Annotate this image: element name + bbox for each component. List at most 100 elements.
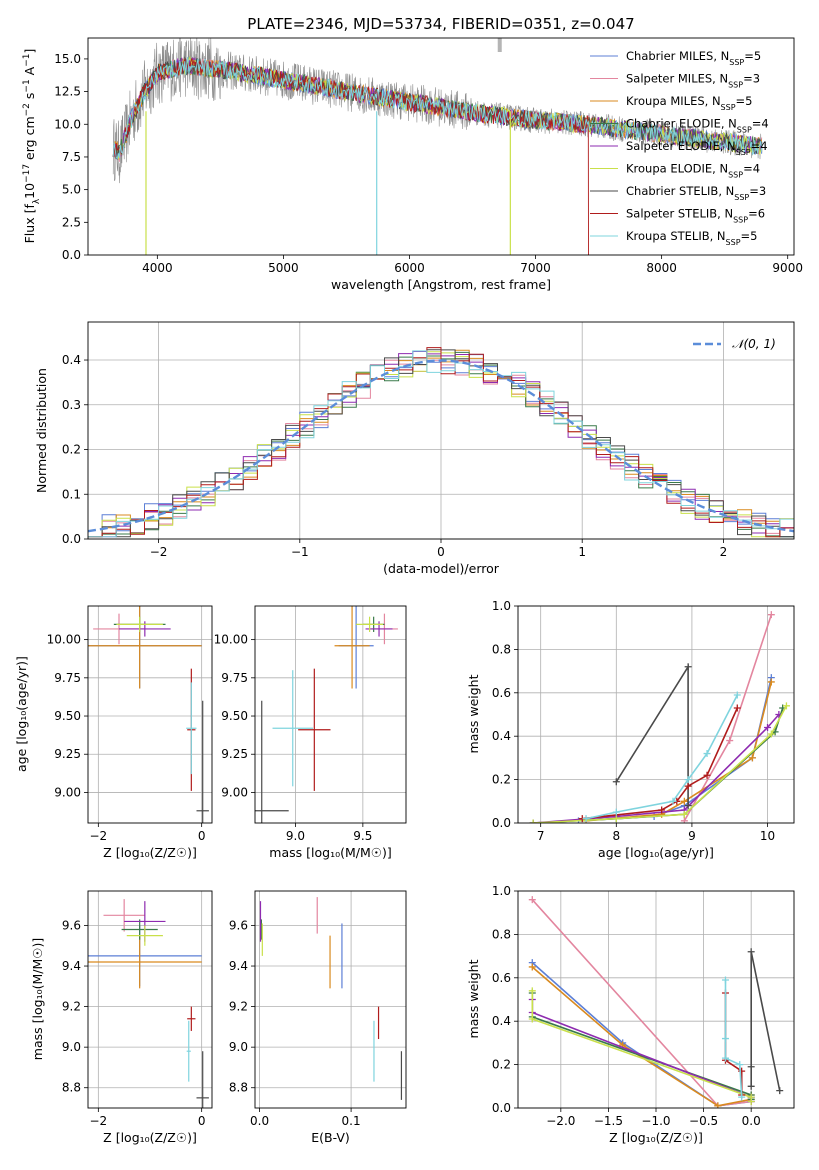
spectrum-xtick-label-5: 9000 — [772, 261, 803, 275]
wAge-marker-7-4 — [703, 771, 711, 779]
wAge-xlabel: age [log₁₀(age/yr)] — [598, 845, 714, 860]
wAge-xtick-label-3: 10 — [760, 829, 775, 843]
wAge-ytick-label-5: 1.0 — [492, 599, 511, 613]
wAge-marker-7-5 — [733, 704, 741, 712]
wAge-marker-5-3 — [767, 730, 775, 738]
wZ-marker-8-1 — [721, 1035, 729, 1043]
ageZ-xtick-label-0: −2 — [89, 829, 107, 843]
wAge-marker-6-1 — [684, 663, 692, 671]
residuals-legend-label: 𝒩(0, 1) — [732, 337, 776, 351]
ageMass-frame — [254, 605, 407, 824]
legend-sub-1: SSP — [728, 80, 743, 89]
wZ-line-3 — [531, 993, 752, 1100]
wZ-frame — [517, 890, 795, 1109]
legend-count-1: =3 — [743, 72, 760, 86]
wAge-line-1 — [683, 614, 773, 822]
spectrum-xlabel: wavelength [Angstrom, rest frame] — [331, 277, 551, 292]
massZ-xlabel: Z [log₁₀(Z/Z☉)] — [103, 1130, 197, 1145]
massEbv-ytick-label-2: 9.2 — [229, 1000, 248, 1014]
wAge-ytick-label-3: 0.6 — [492, 686, 511, 700]
wAge-marker-6-2 — [684, 802, 692, 810]
residuals-ylabel: Normed distribution — [34, 368, 49, 493]
legend-label-6: Chabrier STELIB, NSSP=3 — [626, 184, 766, 202]
residuals-ytick-label-3: 0.3 — [62, 398, 81, 412]
wZ-ytick-label-4: 0.8 — [492, 927, 511, 941]
wZ-line-6 — [750, 951, 781, 1091]
massEbv-ytick-label-3: 9.4 — [229, 959, 248, 973]
wZ-series — [528, 896, 784, 1108]
residuals-xtick-label-3: 1 — [578, 545, 586, 559]
wZ-xtick-label-0: −2.0 — [546, 1114, 575, 1128]
massZ-ytick-label-4: 9.6 — [62, 918, 81, 932]
spectrum-ytick-label-6: 15.0 — [54, 52, 81, 66]
spectrum-ytick-label-5: 12.5 — [54, 85, 81, 99]
wZ-marker-6-1 — [747, 948, 755, 956]
ageZ-ylabel: age [log₁₀(age/yr)] — [14, 656, 29, 772]
wAge-marker-8-0 — [582, 815, 590, 823]
legend-name-2: Kroupa MILES, N — [626, 94, 721, 108]
legend-name-3: Chabrier ELODIE, N — [626, 117, 737, 131]
plots-container: 4000 5000 6000 7000 8000 90000.02.55.07.510.0… — [14, 37, 803, 1145]
wZ-marker-5-3 — [747, 1097, 755, 1105]
ageMass-ytick-label-2: 9.50 — [221, 709, 248, 723]
ageMass-ytick-label-3: 9.75 — [221, 671, 248, 685]
wZ-marker-6-3 — [747, 1082, 755, 1090]
massZ-ylabel: mass [log₁₀(M/M☉)] — [30, 938, 45, 1060]
legend-label-7: Salpeter STELIB, NSSP=6 — [626, 207, 765, 225]
residuals-xtick-label-1: −1 — [291, 545, 309, 559]
legend-name-6: Chabrier STELIB, N — [626, 184, 734, 198]
wAge-marker-5-2 — [680, 810, 688, 818]
wZ-marker-8-2 — [721, 1054, 729, 1062]
wAge-marker-1-0 — [680, 817, 688, 823]
wAge-marker-7-1 — [658, 806, 666, 814]
legend-sub-2: SSP — [721, 103, 736, 112]
wAge-marker-8-5 — [733, 691, 741, 699]
residuals-ytick-label-2: 0.2 — [62, 443, 81, 457]
legend-label-5: Kroupa ELODIE, NSSP=4 — [626, 162, 760, 180]
legend-sub-6: SSP — [734, 193, 749, 202]
wZ-marker-5-0 — [528, 987, 536, 995]
massZ-axes: −2 0 8.8 9.0 9.2 9.4 9.6 Z [log₁₀(Z/Z☉)] — [62, 891, 212, 1145]
wAge-marker-8-2 — [669, 797, 677, 805]
wZ-ylabel: mass weight — [466, 959, 481, 1038]
spectrum-ylabel-part-6: s — [22, 93, 37, 104]
legend-sub-0: SSP — [729, 58, 744, 67]
ageMass-xtick-label-1: 9.5 — [353, 829, 372, 843]
wZ-line-7 — [724, 993, 743, 1095]
massZ-ytick-label-1: 9.0 — [62, 1040, 81, 1054]
wAge-line-3 — [533, 707, 784, 823]
wZ-line-1 — [531, 899, 752, 1107]
wAge-ytick-label-4: 0.8 — [492, 642, 511, 656]
wZ-marker-2-2 — [714, 1102, 722, 1108]
massZ-xtick-label-1: 0 — [198, 1114, 206, 1128]
ageMass-ytick-label-0: 9.00 — [221, 785, 248, 799]
legend-label-8: Kroupa STELIB, NSSP=5 — [626, 229, 757, 247]
massEbv-points — [259, 897, 403, 1100]
wAge-xtick-label-0: 7 — [537, 829, 545, 843]
wAge-marker-5-0 — [529, 819, 537, 823]
residuals-xtick-label-4: 2 — [720, 545, 728, 559]
spectrum-xtick-label-2: 6000 — [394, 261, 425, 275]
spectrum-ylabel-part-7: −1 — [22, 79, 32, 92]
wAge-ylabel: mass weight — [466, 674, 481, 753]
ageZ-frame — [87, 605, 213, 824]
residuals-frame — [87, 321, 795, 540]
wAge-ytick-label-0: 0.0 — [492, 816, 511, 830]
wAge-marker-4-3 — [764, 724, 772, 732]
legend-name-0: Chabrier MILES, N — [626, 49, 729, 63]
wAge-frame — [517, 605, 795, 824]
wAge-marker-1-2 — [767, 611, 775, 619]
spectrum-ylabel-part-4: erg cm — [22, 116, 37, 164]
legend-label-1: Salpeter MILES, NSSP=3 — [626, 72, 760, 90]
wZ-marker-1-0 — [528, 896, 536, 904]
spectrum-ylabel-part-8: A — [22, 66, 37, 79]
wAge-xtick-label-2: 9 — [688, 829, 696, 843]
wAge-series — [529, 611, 790, 823]
spectrum-ylabel-part-9: −1 — [22, 54, 32, 67]
massEbv-ytick-label-4: 9.6 — [229, 918, 248, 932]
residuals-xlabel: (data-model)/error — [383, 561, 500, 576]
wZ-marker-8-0 — [721, 976, 729, 984]
legend-label-3: Chabrier ELODIE, NSSP=4 — [626, 117, 769, 135]
legend-count-5: =4 — [743, 162, 760, 176]
